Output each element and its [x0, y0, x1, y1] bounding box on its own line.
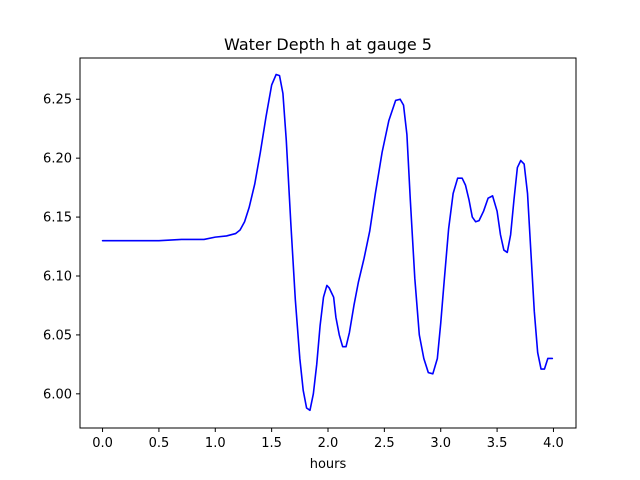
series-line-0: [101, 73, 554, 412]
y-tick-label: 6.20: [43, 152, 72, 167]
y-axis: 6.00 6.05 6.10 6.15 6.20 6.25: [43, 93, 80, 402]
x-tick-label: 4.0: [543, 436, 564, 451]
y-tick-label: 6.10: [43, 269, 72, 284]
y-tick-label: 6.25: [43, 93, 72, 108]
x-tick-label: 1.5: [261, 436, 282, 451]
x-axis: 0.0 0.5 1.0 1.5 2.0 2.5 3.0 3.5 4.0: [92, 428, 564, 451]
x-tick-label: 2.0: [318, 436, 339, 451]
chart-title: Water Depth h at gauge 5: [224, 35, 432, 54]
x-tick-label: 3.5: [487, 436, 508, 451]
x-tick-label: 3.0: [430, 436, 451, 451]
x-tick-label: 2.5: [374, 436, 395, 451]
series-layer: [101, 73, 554, 412]
plot-frame: [79, 57, 577, 429]
x-tick-label: 0.5: [149, 436, 170, 451]
y-tick-label: 6.05: [43, 328, 72, 343]
x-tick-label: 0.0: [92, 436, 113, 451]
y-tick-label: 6.00: [43, 387, 72, 402]
y-tick-label: 6.15: [43, 211, 72, 226]
x-tick-label: 1.0: [205, 436, 226, 451]
x-axis-label: hours: [310, 457, 347, 472]
plot-area: [80, 58, 576, 428]
